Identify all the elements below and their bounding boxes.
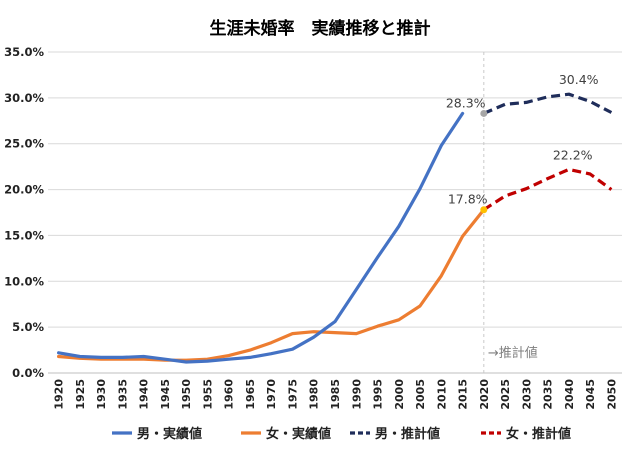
- x-tick-label: 1980: [308, 379, 321, 410]
- x-tick-label: 1955: [201, 379, 214, 410]
- y-tick-label: 20.0%: [4, 183, 44, 197]
- legend-label: 男・推計値: [375, 426, 440, 442]
- legend-label: 女・推計値: [506, 426, 571, 442]
- x-tick-label: 1945: [159, 379, 172, 410]
- y-tick-label: 0.0%: [12, 366, 44, 380]
- x-tick-label: 2030: [520, 379, 533, 410]
- x-tick-label: 1965: [244, 379, 257, 410]
- y-axis-tick-labels: 0.0% 5.0% 10.0% 15.0% 20.0% 25.0% 30.0% 35.0%: [4, 45, 44, 380]
- y-tick-label: 5.0%: [12, 320, 44, 334]
- x-tick-label: 2025: [499, 379, 512, 410]
- x-tick-label: 1970: [265, 379, 278, 410]
- y-tick-label: 15.0%: [4, 228, 44, 242]
- x-tick-label: 1925: [74, 379, 87, 410]
- series-line: [56, 111, 465, 364]
- x-tick-label: 2005: [414, 379, 427, 410]
- chart-legend: 男・実績値 女・実績値 男・推計値 女・推計値: [112, 426, 571, 442]
- x-tick-label: 2010: [435, 379, 448, 410]
- x-tick-label: 2050: [605, 379, 618, 410]
- junction-marker: [480, 206, 488, 214]
- x-axis-tick-labels: 1920 1925 1930 1935 1940 1945 1950 1955 1960 1965…: [53, 379, 619, 410]
- junction-marker: [480, 109, 488, 117]
- legend-label: 男・実績値: [137, 426, 202, 442]
- estimate-note: →推計値: [488, 345, 538, 361]
- grid-layer: →推計値: [48, 51, 622, 374]
- data-label: 28.3%: [446, 95, 486, 110]
- x-tick-label: 2035: [542, 379, 555, 410]
- legend-label: 女・実績値: [266, 426, 331, 442]
- series-line: [483, 92, 613, 115]
- y-tick-label: 35.0%: [4, 45, 44, 59]
- x-tick-label: 1950: [180, 379, 193, 410]
- x-tick-label: 1995: [372, 379, 385, 410]
- x-tick-label: 1935: [116, 379, 129, 410]
- x-tick-label: 1990: [350, 379, 363, 410]
- x-tick-label: 1975: [286, 379, 299, 410]
- x-tick-label: 2015: [457, 379, 470, 410]
- data-label: 17.8%: [448, 192, 488, 207]
- x-tick-label: 1960: [223, 379, 236, 410]
- y-tick-label: 10.0%: [4, 274, 44, 288]
- y-tick-label: 30.0%: [4, 91, 44, 105]
- x-tick-label: 1985: [329, 379, 342, 410]
- x-tick-label: 2020: [478, 379, 491, 410]
- data-label: 22.2%: [553, 147, 593, 162]
- annotation-layer: 28.3% 30.4% 17.8% 22.2%: [446, 72, 599, 214]
- series-layer: [56, 92, 613, 364]
- series-line: [56, 208, 486, 362]
- x-tick-label: 2000: [393, 379, 406, 410]
- x-tick-label: 1920: [53, 379, 66, 410]
- chart-title: 生涯未婚率 実績推移と推計: [210, 18, 431, 39]
- y-tick-label: 25.0%: [4, 137, 44, 151]
- data-label: 30.4%: [559, 72, 599, 87]
- x-tick-label: 1930: [95, 379, 108, 410]
- x-tick-label: 2045: [584, 379, 597, 410]
- series-line: [482, 167, 613, 212]
- x-tick-label: 1940: [138, 379, 151, 410]
- x-tick-label: 2040: [563, 379, 576, 410]
